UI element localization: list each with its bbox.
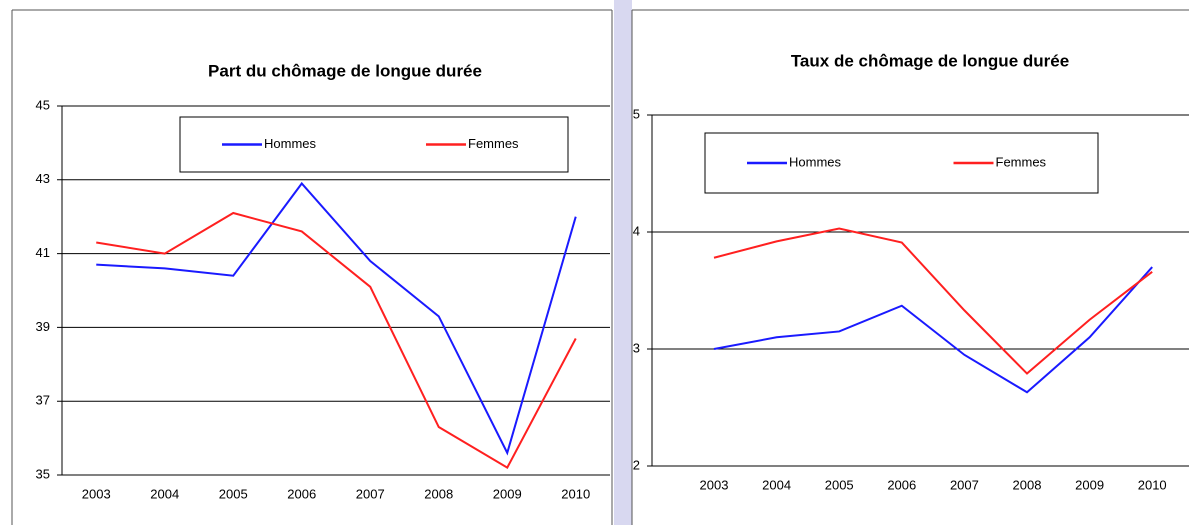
x-tick-label: 2006 [287,486,316,501]
x-tick-label: 2009 [1075,477,1104,492]
data-line [96,211,577,470]
data-line [713,266,1153,394]
y-tick-label: 45 [36,97,50,112]
x-tick-label: 2005 [825,477,854,492]
legend-box [704,132,1099,194]
y-tick-label: 4 [633,223,640,238]
legend-label: Hommes [264,136,317,151]
y-tick-label: 39 [36,319,50,334]
x-tick-label: 2003 [700,477,729,492]
y-tick-label: 41 [36,245,50,260]
legend-label: Femmes [468,136,519,151]
x-tick-label: 2008 [424,486,453,501]
separator [614,0,632,525]
x-tick-label: 2007 [356,486,385,501]
y-tick-label: 37 [36,393,50,408]
y-tick-label: 5 [633,106,640,121]
legend-label: Hommes [789,154,842,169]
x-tick-label: 2003 [82,486,111,501]
legend-label: Femmes [996,154,1047,169]
x-tick-label: 2004 [762,477,791,492]
x-tick-label: 2009 [493,486,522,501]
y-tick-label: 35 [36,466,50,481]
x-tick-label: 2010 [1138,477,1167,492]
y-tick-label: 3 [633,340,640,355]
x-tick-label: 2007 [950,477,979,492]
x-tick-label: 2004 [150,486,179,501]
x-tick-label: 2010 [561,486,590,501]
data-line [96,181,577,456]
data-line [713,227,1153,375]
y-tick-label: 2 [633,457,640,472]
y-tick-label: 43 [36,171,50,186]
x-tick-label: 2006 [887,477,916,492]
x-tick-label: 2005 [219,486,248,501]
chart-title: Taux de chômage de longue durée [791,51,1069,70]
chart-title: Part du chômage de longue durée [208,61,482,80]
x-tick-label: 2008 [1013,477,1042,492]
